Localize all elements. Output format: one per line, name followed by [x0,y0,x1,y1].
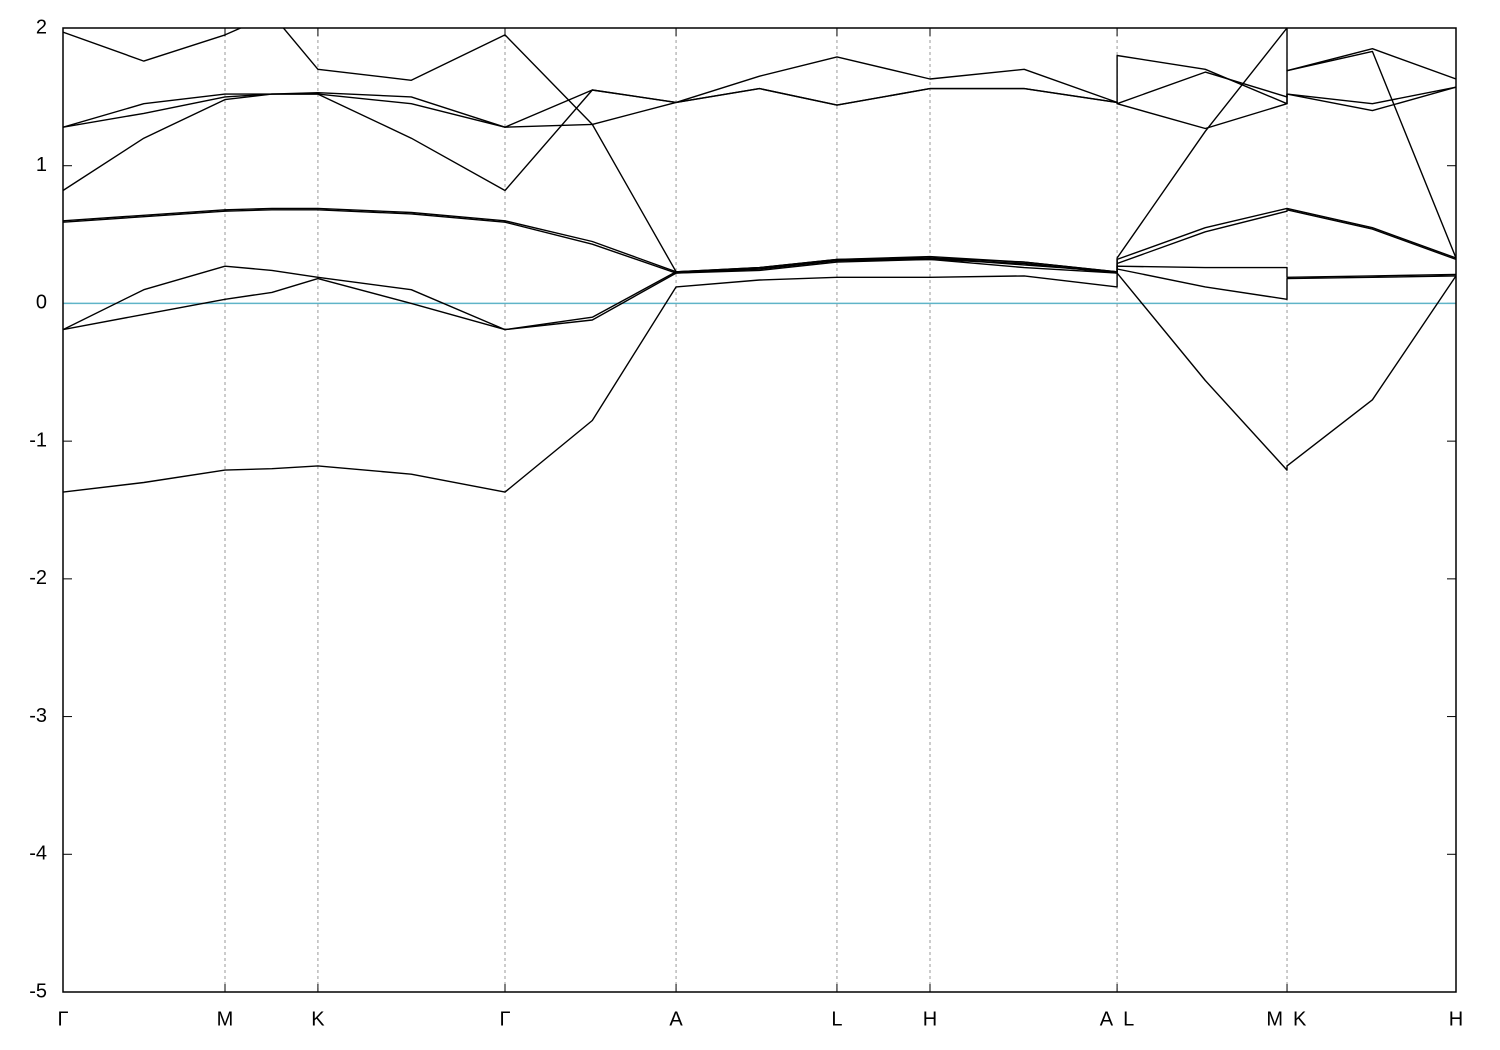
y-tick-label: -2 [29,567,47,589]
band-line [63,258,1456,331]
x-tick-label: A [669,1008,683,1030]
band-line [63,48,1456,130]
band-line [63,272,1456,493]
y-tick-label: -3 [29,705,47,727]
y-tick-label: -1 [29,429,47,451]
plot-area [63,28,1456,493]
x-tick-label: K [311,1008,325,1030]
band-line [63,71,1456,128]
x-tick-label: H [923,1008,937,1030]
y-tick-label: -4 [29,843,47,865]
y-tick-label: 2 [36,16,47,38]
x-tick-label: M [1266,1008,1283,1030]
x-tick-label: M [217,1008,234,1030]
y-tick-label: 1 [36,154,47,176]
x-tick-label: K [1293,1008,1307,1030]
x-tick-label: H [1449,1008,1463,1030]
x-tick-label: Γ [57,1008,68,1030]
x-tick-label: A [1100,1008,1114,1030]
y-tick-label: -5 [29,980,47,1002]
band-line [63,209,1456,274]
band-line [63,28,1456,273]
x-tick-label: L [1123,1008,1134,1030]
band-line [63,207,1456,273]
x-tick-label: Γ [499,1008,510,1030]
x-tick-label: L [831,1008,842,1030]
plot-frame [62,27,1457,993]
band-line [63,54,1456,192]
y-tick-label: 0 [36,292,47,314]
